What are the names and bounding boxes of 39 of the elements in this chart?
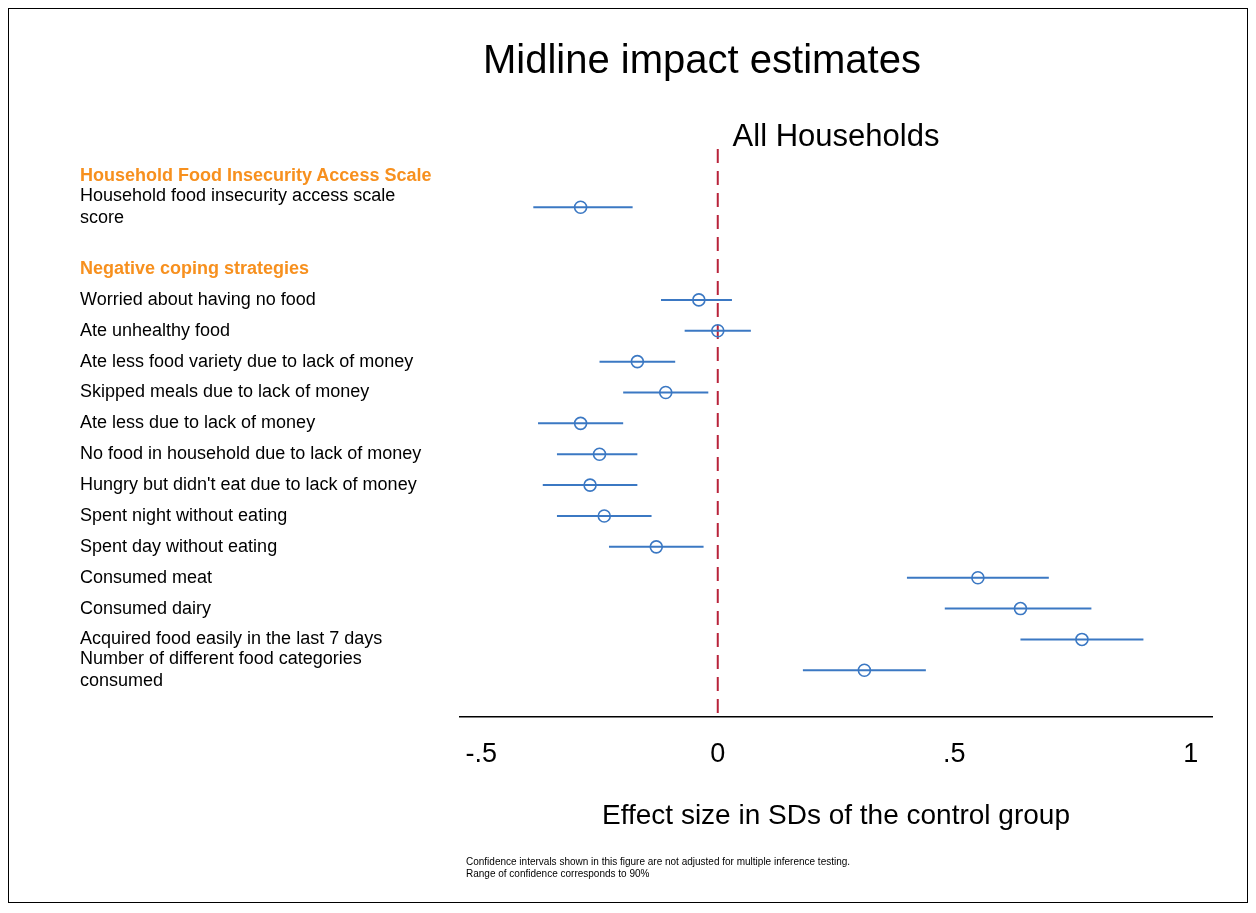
- point: [1075, 632, 1089, 647]
- y-tick-label: Ate less food variety due to lack of money: [80, 350, 414, 371]
- x-tick-label: 1: [1183, 738, 1199, 769]
- chart-subtitle: All Households: [732, 117, 940, 153]
- y-tick-label: Household food insecurity access scale score: [80, 185, 396, 228]
- point: [592, 447, 607, 462]
- point: [573, 416, 588, 431]
- x-tick-label: .5: [942, 738, 966, 769]
- y-tick-label: Spent day without eating: [80, 535, 278, 556]
- point: [692, 293, 706, 307]
- point: [597, 509, 612, 523]
- point: [857, 663, 872, 678]
- point: [573, 200, 588, 215]
- y-tick-label: Consumed dairy: [80, 597, 212, 618]
- point: [583, 478, 597, 492]
- y-tick-label: Consumed meat: [80, 566, 213, 587]
- y-tick-label: Acquired food easily in the last 7 days: [80, 628, 383, 649]
- point: [649, 540, 664, 554]
- point: [658, 385, 673, 400]
- x-axis-title: Effect size in SDs of the control group: [602, 798, 1070, 830]
- chart-title: Midline impact estimates: [483, 37, 921, 82]
- x-tick-label: 0: [710, 738, 726, 769]
- point: [710, 323, 725, 338]
- y-tick-label: Spent night without eating: [80, 504, 288, 525]
- y-tick-label: No food in household due to lack of money: [80, 443, 422, 464]
- x-tick-label: -.5: [465, 738, 498, 769]
- y-tick-label: Number of different food categories consumed: [80, 648, 362, 691]
- point: [971, 570, 985, 585]
- point: [1013, 601, 1028, 616]
- point: [630, 354, 645, 369]
- text: Confidence intervals shown in this figure are not adjusted for multiple inference testing.: [466, 855, 851, 867]
- y-tick-label: Ate unhealthy food: [80, 319, 231, 340]
- y-tick-label: Ate less due to lack of money: [80, 412, 316, 433]
- y-tick-label: Household Food Insecurity Access Scale: [80, 165, 432, 186]
- y-tick-label: Hungry but didn't eat due to lack of money: [80, 474, 417, 495]
- y-tick-label: Skipped meals due to lack of money: [80, 381, 370, 402]
- y-tick-label: Worried about having no food: [80, 288, 316, 309]
- y-tick-label: Negative coping strategies: [80, 258, 310, 278]
- text: Range of confidence corresponds to 90%: [466, 867, 650, 879]
